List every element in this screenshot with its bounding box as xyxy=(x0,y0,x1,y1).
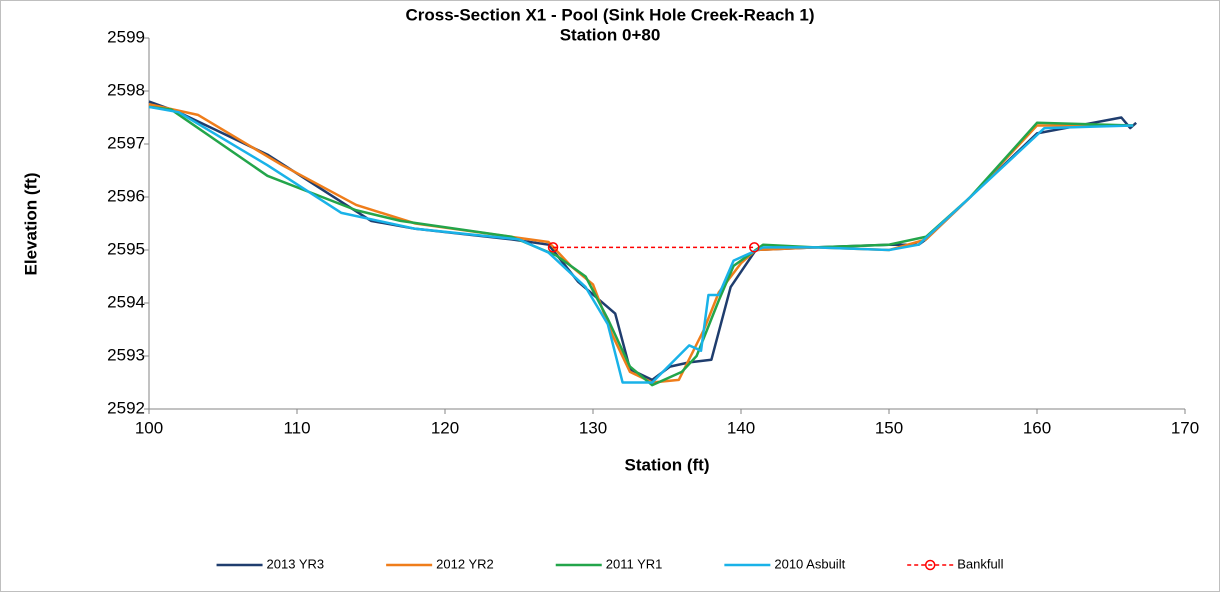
legend-marker xyxy=(924,559,936,571)
legend-label: 2010 Asbuilt xyxy=(774,556,845,571)
y-tick-label: 2592 xyxy=(107,398,145,417)
x-tick-label: 120 xyxy=(431,418,459,437)
legend-label: 2011 YR1 xyxy=(606,556,663,571)
series-marker xyxy=(749,242,760,253)
y-tick-label: 2595 xyxy=(107,239,145,258)
y-tick-label: 2593 xyxy=(107,345,145,364)
legend-label: 2012 YR2 xyxy=(436,556,494,571)
x-tick-label: 150 xyxy=(875,418,903,437)
x-tick-label: 110 xyxy=(283,418,310,437)
x-tick-label: 130 xyxy=(579,418,607,437)
y-tick-label: 2598 xyxy=(107,80,145,99)
chart-subtitle: Station 0+80 xyxy=(560,25,661,44)
series-line xyxy=(148,105,1134,387)
series-marker xyxy=(547,242,559,253)
x-tick-label: 100 xyxy=(135,418,163,437)
legend-label: 2013 YR3 xyxy=(267,556,325,571)
x-tick-label: 140 xyxy=(727,418,755,437)
legend-label: Bankfull xyxy=(957,556,1003,571)
chart-title: Cross-Section X1 - Pool (Sink Hole Creek… xyxy=(405,5,814,24)
legend: 2013 YR3 2012 YR2 2011 YR1 2010 Asbuilt Bank… xyxy=(216,556,1004,571)
y-tick-label: 2599 xyxy=(107,27,145,46)
y-tick-label: 2594 xyxy=(107,292,145,311)
x-tick-label: 160 xyxy=(1023,418,1051,437)
y-tick-label: 2597 xyxy=(107,133,145,152)
x-tick-label: 170 xyxy=(1171,418,1199,437)
x-axis-title: Station (ft) xyxy=(625,455,710,474)
y-tick-label: 2596 xyxy=(107,186,145,205)
series-line xyxy=(148,105,1134,384)
series-line xyxy=(148,103,1134,384)
y-axis-title: Elevation (ft) xyxy=(21,173,40,276)
